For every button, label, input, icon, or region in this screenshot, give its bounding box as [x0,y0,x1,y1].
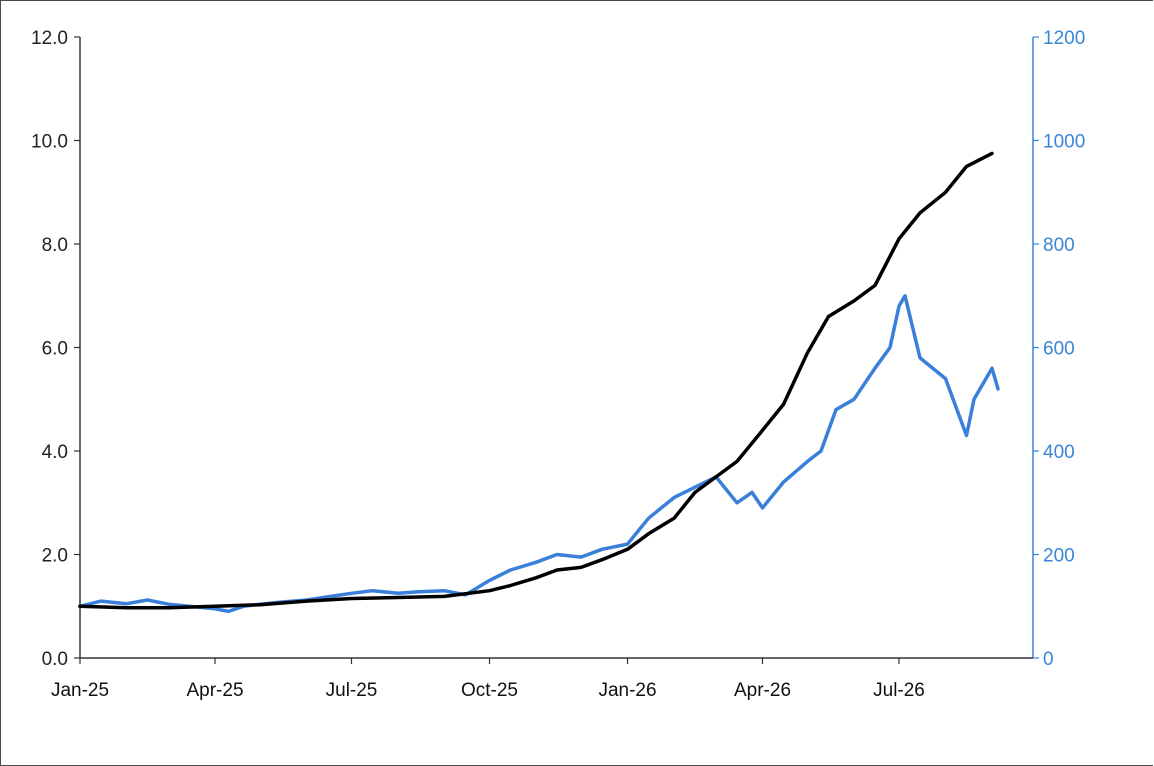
left-y-tick-label: 0.0 [42,649,68,670]
left-y-tick-label: 8.0 [42,235,68,256]
right-y-tick-label: 1200 [1043,28,1085,49]
left-y-tick-label: 4.0 [42,442,68,463]
chart-series-layer [78,151,1000,614]
x-tick-label: Jul-26 [873,680,925,701]
x-tick-label: Jan-26 [598,680,656,701]
chart-tick-labels: 0.0 2.0 4.0 6.0 8.0 10.0 12.0 0 200 400 600 800 1000… [31,28,1085,701]
right-y-tick-label: 400 [1043,442,1075,463]
right-y-tick-label: 0 [1043,649,1054,670]
right-y-tick-label: 1000 [1043,132,1085,153]
left-y-tick-label: 2.0 [42,546,68,567]
right-y-tick-label: 600 [1043,339,1075,360]
x-tick-label: Jul-25 [326,680,378,701]
left-y-tick-label: 12.0 [31,28,68,49]
x-tick-label: Apr-25 [186,680,243,701]
series-line-left-axis [78,151,994,610]
right-y-tick-label: 800 [1043,235,1075,256]
chart-axes [74,36,1039,664]
series-line-right-axis [78,294,1000,614]
right-y-tick-label: 200 [1043,546,1075,567]
left-y-tick-label: 6.0 [42,339,68,360]
x-tick-label: Apr-26 [734,680,791,701]
x-tick-label: Jan-25 [51,680,109,701]
x-tick-label: Oct-25 [461,680,518,701]
left-y-tick-label: 10.0 [31,132,68,153]
